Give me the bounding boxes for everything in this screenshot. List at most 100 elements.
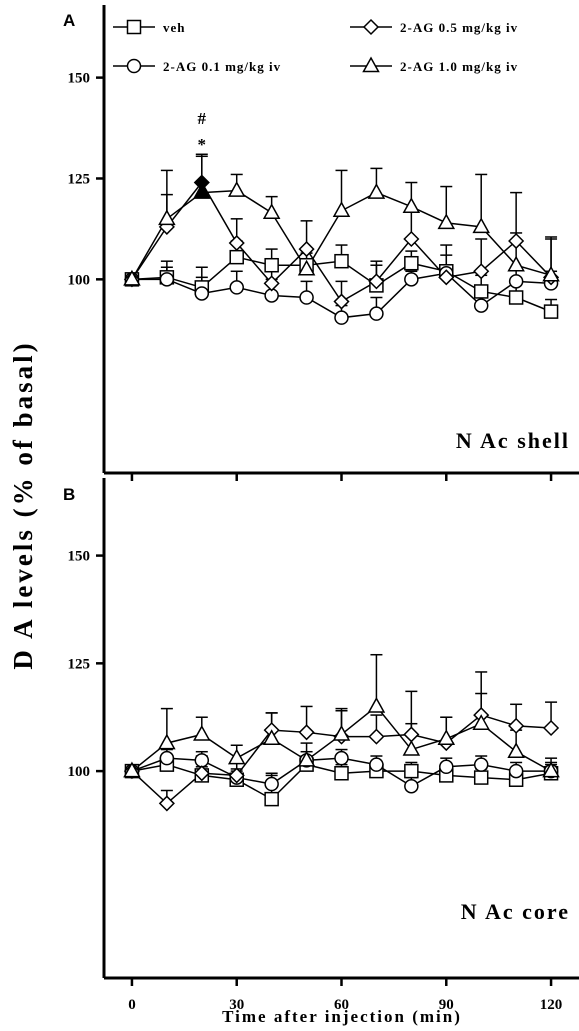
data-point-triangle xyxy=(123,269,141,286)
data-point-triangle xyxy=(262,729,281,746)
data-point-triangle xyxy=(158,733,176,750)
data-point-circle xyxy=(508,274,524,289)
data-point-diamond xyxy=(263,275,280,292)
data-point-diamond xyxy=(368,728,385,745)
legend-label: 2-AG 1.0 mg/kg iv xyxy=(400,59,518,74)
legend-marker-square xyxy=(126,19,142,35)
data-point-triangle xyxy=(227,181,246,197)
data-point-diamond xyxy=(473,263,490,280)
legend-label: 2-AG 0.1 mg/kg iv xyxy=(163,59,281,74)
panel-b-nac-core: 100 125 150 0 30 60 90 120 xyxy=(68,478,579,1013)
data-point-diamond xyxy=(193,765,210,782)
data-point-triangle xyxy=(227,748,246,765)
data-point-circle xyxy=(194,286,210,301)
x-tick-label: 60 xyxy=(334,997,349,1013)
data-point-diamond xyxy=(438,269,455,286)
y-tick-label: 125 xyxy=(68,171,91,187)
significance-mark: * xyxy=(198,135,207,154)
data-point-circle xyxy=(404,272,419,287)
x-tick-label: 120 xyxy=(540,997,563,1013)
data-point-square xyxy=(473,284,489,299)
data-point-circle xyxy=(159,750,175,766)
data-point-diamond xyxy=(542,719,560,737)
data-point-diamond xyxy=(298,724,315,741)
y-tick-label: 150 xyxy=(68,71,91,87)
data-point-triangle xyxy=(472,217,490,234)
y-tick-label: 100 xyxy=(68,764,91,780)
data-point-diamond xyxy=(403,230,420,248)
legend: veh 2-AG 0.1 mg/kg iv 2-AG 0.5 mg/kg iv 2-A… xyxy=(113,18,518,74)
panel-a-nac-shell: 100 125 150 # * xyxy=(68,5,579,481)
data-point-triangle xyxy=(193,724,211,741)
data-point-circle xyxy=(369,306,384,321)
legend-marker-triangle xyxy=(362,56,380,73)
data-point-diamond xyxy=(508,717,525,734)
data-point-circle xyxy=(159,272,175,287)
data-point-square xyxy=(264,791,279,807)
data-point-circle xyxy=(334,310,349,325)
panel-a-letter: A xyxy=(63,11,75,30)
data-point-triangle xyxy=(402,197,421,213)
data-point-triangle xyxy=(402,740,421,756)
data-point-square xyxy=(473,770,489,785)
data-point-circle xyxy=(473,757,489,772)
data-point-triangle xyxy=(332,724,351,741)
data-point-triangle xyxy=(158,209,176,226)
x-tick-label: 30 xyxy=(229,997,244,1013)
x-tick-label: 90 xyxy=(439,997,454,1013)
panel-b-letter: B xyxy=(63,485,75,504)
x-tick-label: 0 xyxy=(128,997,136,1013)
data-point-circle xyxy=(369,757,384,772)
y-axis-label: D A levels (% of basal) xyxy=(8,340,38,669)
data-point-diamond xyxy=(298,241,315,258)
data-point-triangle xyxy=(437,213,456,230)
data-point-triangle xyxy=(507,255,525,272)
data-point-diamond xyxy=(403,726,420,743)
data-point-circle xyxy=(473,298,489,313)
legend-label: 2-AG 0.5 mg/kg iv xyxy=(400,20,518,35)
legend-marker-circle xyxy=(126,58,142,74)
data-point-circle xyxy=(334,750,349,766)
data-point-diamond xyxy=(228,234,245,252)
data-point-square xyxy=(508,290,524,305)
data-point-diamond xyxy=(228,767,245,784)
data-point-triangle xyxy=(472,714,490,730)
data-point-triangle xyxy=(193,183,211,199)
data-point-triangle xyxy=(297,750,316,767)
data-point-square xyxy=(334,253,349,269)
y-tick-label: 100 xyxy=(68,272,91,288)
data-point-triangle xyxy=(542,761,560,778)
data-point-circle xyxy=(194,753,210,768)
data-point-circle xyxy=(439,759,454,775)
data-point-triangle xyxy=(437,729,456,746)
legend-label: veh xyxy=(163,20,186,35)
data-point-square xyxy=(404,255,419,271)
data-point-diamond xyxy=(158,795,175,812)
data-point-triangle xyxy=(332,201,351,218)
data-point-triangle xyxy=(262,203,281,220)
data-point-square xyxy=(229,249,244,265)
panel-a-region-label: N Ac shell xyxy=(456,428,570,453)
data-point-diamond xyxy=(508,232,525,250)
data-point-circle xyxy=(404,778,419,794)
data-point-circle xyxy=(299,290,314,305)
data-point-triangle xyxy=(367,696,386,713)
legend-marker-diamond xyxy=(362,18,380,36)
data-point-triangle xyxy=(367,183,386,199)
data-point-triangle xyxy=(542,265,560,282)
y-tick-label: 125 xyxy=(68,656,91,672)
data-point-circle xyxy=(264,776,279,792)
data-point-diamond xyxy=(368,273,385,290)
significance-mark: # xyxy=(198,109,207,128)
data-point-diamond xyxy=(333,293,350,310)
x-axis-label: Time after injection (min) xyxy=(222,1007,462,1026)
panel-b-region-label: N Ac core xyxy=(461,899,570,924)
data-point-triangle xyxy=(507,742,525,758)
data-point-square xyxy=(404,763,419,779)
data-point-square xyxy=(264,257,279,273)
data-point-square xyxy=(543,304,559,319)
data-point-square xyxy=(334,766,349,781)
data-point-circle xyxy=(229,280,244,295)
data-point-circle xyxy=(508,763,524,779)
y-tick-label: 150 xyxy=(68,549,91,565)
